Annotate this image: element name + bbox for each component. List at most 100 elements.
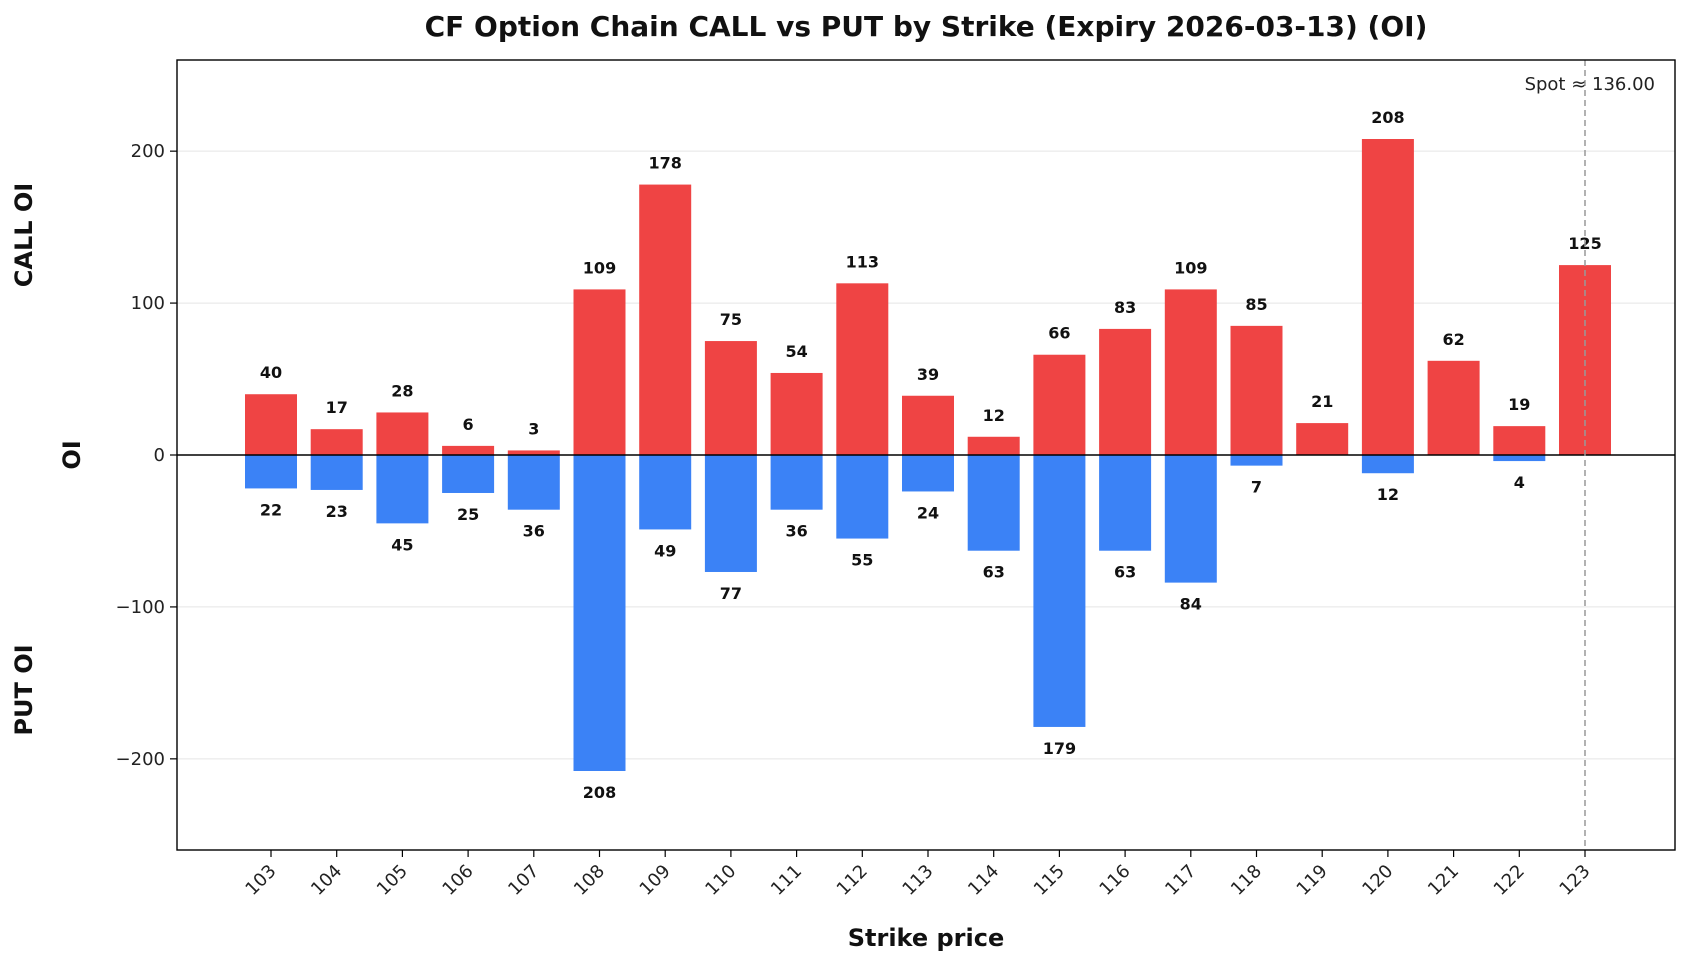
put-value-label: 12 (1377, 485, 1399, 504)
call-value-label: 12 (983, 406, 1005, 425)
call-bar (573, 289, 626, 455)
call-value-label: 85 (1245, 295, 1267, 314)
call-bar (704, 341, 757, 455)
call-bar (967, 436, 1020, 455)
x-tick-label: 114 (964, 861, 1003, 900)
x-tick-label: 108 (570, 861, 609, 900)
call-value-label: 109 (583, 258, 616, 277)
call-value-label: 3 (528, 419, 539, 438)
call-value-label: 66 (1048, 324, 1070, 343)
put-bar (1493, 455, 1546, 462)
x-tick-label: 106 (438, 861, 477, 900)
call-bar (1099, 328, 1152, 455)
put-value-label: 36 (523, 522, 545, 541)
put-bar (902, 455, 954, 492)
y-tick-label: 200 (131, 141, 165, 162)
put-value-label: 49 (654, 541, 676, 560)
y-tick-label: 0 (154, 445, 165, 466)
call-value-label: 83 (1114, 298, 1136, 317)
call-bar (1361, 139, 1414, 455)
put-bar (245, 455, 297, 489)
x-tick-label: 105 (373, 861, 412, 900)
call-bar (639, 184, 692, 456)
call-bar (310, 429, 363, 455)
put-bar (310, 455, 363, 490)
plot-area: 4022172328456253361092081784975775436113… (116, 59, 1676, 900)
call-value-label: 28 (391, 381, 413, 400)
call-value-label: 109 (1174, 258, 1207, 277)
put-value-label: 179 (1043, 739, 1076, 758)
x-tick-label: 115 (1030, 861, 1069, 900)
call-bar (1427, 360, 1480, 455)
put-bar (442, 455, 495, 493)
call-value-label: 54 (785, 342, 807, 361)
call-value-label: 21 (1311, 392, 1333, 411)
put-bar (770, 455, 823, 510)
put-value-label: 84 (1180, 595, 1202, 614)
call-bar (245, 394, 297, 455)
call-value-label: 39 (917, 365, 939, 384)
chart-title: CF Option Chain CALL vs PUT by Strike (E… (425, 10, 1428, 43)
put-bar (1164, 455, 1217, 583)
put-value-label: 55 (851, 551, 873, 570)
call-value-label: 208 (1371, 108, 1404, 127)
put-bar (1230, 455, 1283, 466)
put-bar (967, 455, 1020, 551)
y-tick-label: −200 (116, 749, 165, 770)
y-tick-label: 100 (131, 293, 165, 314)
y-axis-label-put: PUT OI (10, 644, 38, 735)
put-value-label: 63 (1114, 563, 1136, 582)
x-axis-label: Strike price (848, 924, 1005, 952)
call-bar (376, 412, 429, 455)
x-tick-label: 123 (1555, 861, 1594, 900)
put-bar (1033, 455, 1086, 727)
put-bar (1361, 455, 1414, 474)
x-tick-label: 111 (767, 861, 806, 900)
call-bar (1230, 325, 1283, 455)
put-value-label: 63 (983, 563, 1005, 582)
put-value-label: 208 (583, 783, 616, 802)
x-tick-label: 119 (1293, 861, 1332, 900)
call-bar (1296, 423, 1349, 455)
x-tick-label: 121 (1424, 861, 1463, 900)
x-tick-label: 118 (1227, 861, 1266, 900)
call-value-label: 40 (260, 363, 282, 382)
call-value-label: 19 (1508, 395, 1530, 414)
y-axis-label: OI (58, 440, 86, 469)
call-value-label: 62 (1442, 330, 1464, 349)
call-bar (836, 283, 889, 455)
spot-label: Spot ≈ 136.00 (1525, 74, 1655, 95)
call-value-label: 113 (846, 252, 879, 271)
put-bar (376, 455, 429, 524)
x-tick-label: 112 (833, 861, 872, 900)
x-tick-label: 120 (1358, 861, 1397, 900)
put-bar (573, 455, 626, 771)
call-bar (1033, 354, 1086, 455)
call-bar (902, 395, 954, 455)
call-bar (770, 372, 823, 455)
put-value-label: 36 (785, 522, 807, 541)
x-tick-label: 110 (701, 861, 740, 900)
x-tick-label: 109 (636, 861, 675, 900)
put-bar (704, 455, 757, 572)
put-value-label: 24 (917, 503, 939, 522)
call-value-label: 17 (326, 398, 348, 417)
x-tick-label: 116 (1095, 861, 1134, 900)
x-tick-label: 113 (898, 861, 937, 900)
x-tick-label: 104 (307, 861, 346, 900)
call-value-label: 6 (463, 415, 474, 434)
call-bar (1164, 289, 1217, 455)
x-tick-label: 103 (241, 861, 280, 900)
put-bar (639, 455, 692, 530)
put-value-label: 77 (720, 584, 742, 603)
put-value-label: 22 (260, 500, 282, 519)
put-bar (507, 455, 560, 510)
put-bar (1099, 455, 1152, 551)
put-value-label: 45 (391, 535, 413, 554)
put-bar (836, 455, 889, 539)
x-tick-label: 117 (1161, 861, 1200, 900)
call-value-label: 75 (720, 310, 742, 329)
put-value-label: 7 (1251, 478, 1262, 497)
put-value-label: 23 (326, 502, 348, 521)
